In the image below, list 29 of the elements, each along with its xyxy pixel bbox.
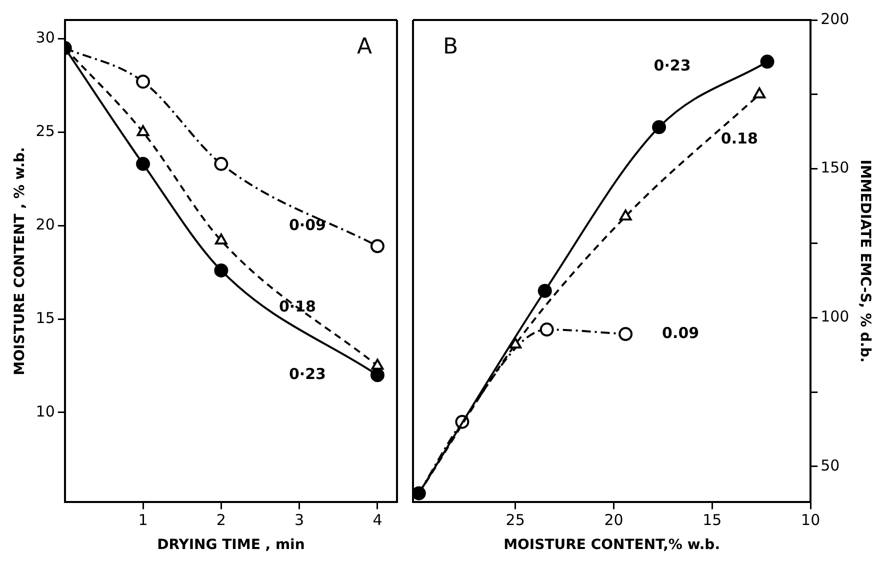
y-tick-label: 15 [36,308,55,327]
y-tick-label: 20 [36,215,55,234]
series-label: 0·23 [654,56,691,75]
x-tick-label: 1 [138,511,148,530]
y-tick-label: 10 [36,402,55,420]
x-tick-label: 20 [604,511,624,530]
x-tick-label: 15 [702,511,722,530]
y-tick-label: 30 [36,28,55,47]
annotation: A [356,34,372,60]
y-tick-label: 25 [36,122,55,140]
y2-tick-label: 200 [820,10,850,28]
y2-tick-label: 50 [820,456,840,474]
series-label: 0·18 [278,298,316,316]
series-label: 0·09 [288,216,326,234]
x-axis-title: MOISTURE CONTENT,% w.b. [504,537,720,554]
series-label: 0·23 [288,365,326,383]
x-tick-label: 10 [801,511,820,530]
y2-tick-label: 150 [820,158,850,177]
y2-tick-label: 100 [820,308,850,326]
x-axis-title: DRYING TIME , min [157,537,305,554]
annotation: B [443,34,458,60]
x-tick-label: 2 [216,511,226,530]
x-tick-label: 3 [294,511,304,530]
text: 0.09 [662,324,700,342]
x-tick-label: 4 [372,511,382,530]
y-axis-title: MOISTURE CONTENT , % w.b. [12,147,28,376]
y2-axis-title: IMMEDIATE EMC-S, % d.b. [856,160,873,363]
x-tick-label: 25 [506,511,525,530]
series-label: 0.18 [720,129,758,148]
